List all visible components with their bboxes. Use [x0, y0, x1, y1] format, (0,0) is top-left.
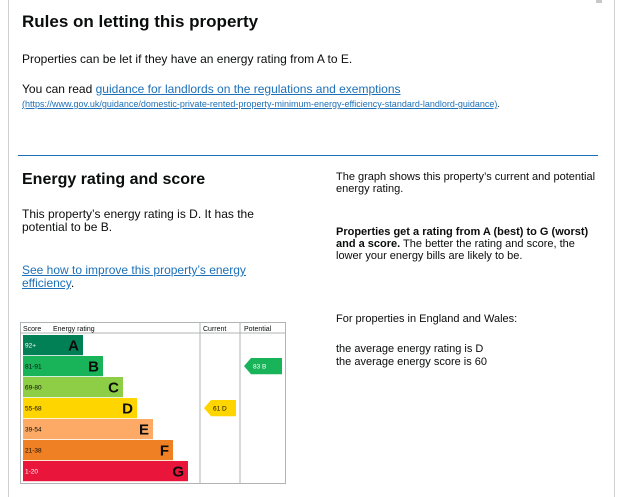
band-range-a: 92+: [25, 343, 36, 350]
band-range-e: 39-54: [25, 427, 42, 434]
improve-paragraph: See how to improve this property’s energ…: [22, 264, 292, 290]
guidance-url-link[interactable]: (https://www.gov.uk/guidance/domestic-pr…: [22, 99, 498, 109]
band-bar-c: [23, 377, 123, 398]
energy-heading: Energy rating and score: [22, 171, 206, 188]
average-rating-text: the average energy rating is D: [336, 343, 484, 355]
header-potential: Potential: [244, 326, 272, 333]
band-bar-d: [23, 398, 137, 419]
energy-rating-text: This property’s energy rating is D. It h…: [22, 207, 254, 234]
band-letter-f: F: [160, 443, 169, 460]
band-range-d: 55-68: [25, 406, 42, 413]
band-range-c: 69-80: [25, 385, 42, 392]
header-energy-rating: Energy rating: [53, 326, 95, 333]
band-letter-a: A: [68, 338, 79, 355]
content-frame: [8, 0, 615, 497]
section-divider: [18, 155, 598, 156]
header-current: Current: [203, 326, 226, 333]
letting-intro: Properties can be let if they have an en…: [22, 52, 353, 66]
band-letter-d: D: [122, 401, 133, 418]
band-letter-e: E: [139, 422, 149, 439]
band-range-f: 21-38: [25, 448, 42, 455]
current-rating-marker: [204, 400, 236, 417]
band-bar-a: [23, 335, 83, 356]
average-score-text: the average energy score is 60: [336, 356, 488, 368]
rating-explanation: Properties get a rating from A (best) to…: [336, 226, 596, 262]
current-rating-marker-label: 61 D: [213, 406, 227, 413]
band-letter-g: G: [172, 464, 184, 481]
band-bar-g: [23, 461, 188, 482]
scroll-corner-mark: [596, 0, 602, 3]
rating-explanation-bold: Properties get a rating from A (best) to…: [336, 226, 589, 250]
energy-rating-chart: Score Energy rating Current Potential 92…: [20, 322, 286, 484]
guidance-suffix: .: [497, 99, 500, 109]
band-range-b: 81-91: [25, 364, 42, 371]
band-letter-b: B: [88, 359, 99, 376]
guidance-paragraph: You can read guidance for landlords on t…: [22, 82, 592, 110]
band-range-g: 1-20: [25, 469, 38, 476]
england-wales-text: For properties in England and Wales:: [336, 313, 518, 325]
band-letter-c: C: [108, 380, 119, 397]
rating-markers: 61 D 83 B: [204, 358, 282, 417]
rules-heading: Rules on letting this property: [22, 12, 259, 31]
graph-description: The graph shows this property’s current …: [336, 171, 596, 195]
band-bar-e: [23, 419, 153, 440]
improve-link[interactable]: See how to improve this property’s energ…: [22, 263, 246, 290]
potential-rating-marker-label: 83 B: [253, 364, 266, 371]
guidance-link[interactable]: guidance for landlords on the regulation…: [95, 82, 401, 96]
potential-rating-marker: [244, 358, 282, 375]
band-bar-b: [23, 356, 103, 377]
band-bar-f: [23, 440, 173, 461]
rating-explanation-rest: The better the rating and score, the low…: [336, 238, 575, 262]
rating-bands: 92+ A 81-91 B 69-80 C 55-68 D 39-54 E 21-38 F 1-20 G: [23, 335, 188, 482]
improve-suffix: .: [70, 276, 75, 290]
header-score: Score: [23, 326, 41, 333]
guidance-prefix: You can read: [22, 82, 96, 96]
